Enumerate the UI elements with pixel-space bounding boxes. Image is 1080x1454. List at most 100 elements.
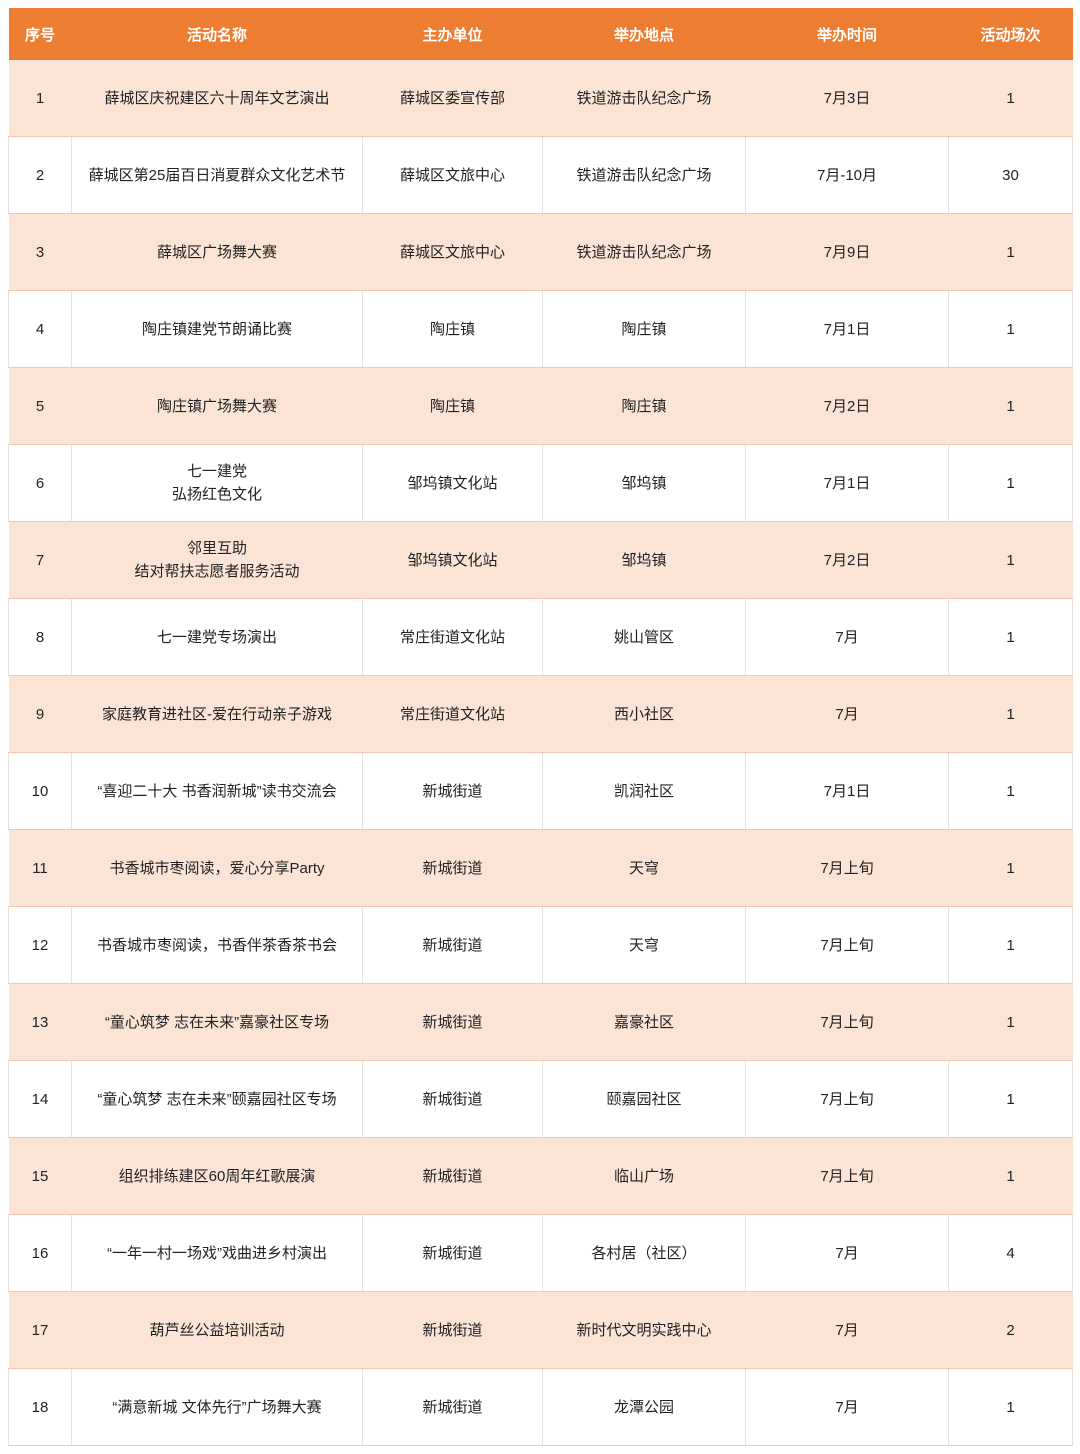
cell-activity-name: 七一建党 弘扬红色文化: [71, 444, 363, 522]
cell-sessions: 1: [948, 752, 1073, 830]
cell-time: 7月: [745, 598, 949, 676]
cell-organizer: 新城街道: [362, 829, 543, 907]
cell-activity-name: 邻里互助 结对帮扶志愿者服务活动: [71, 521, 363, 599]
table-row: 17 葫芦丝公益培训活动 新城街道 新时代文明实践中心 7月 2: [8, 1291, 1073, 1369]
cell-sessions: 2: [948, 1291, 1073, 1369]
cell-activity-name: 薛城区第25届百日消夏群众文化艺术节: [71, 136, 363, 214]
activities-table: 序号 活动名称 主办单位 举办地点 举办时间 活动场次 1 薛城区庆祝建区六十周年…: [8, 8, 1073, 1446]
cell-sessions: 1: [948, 213, 1073, 291]
cell-time: 7月: [745, 1291, 949, 1369]
cell-time: 7月上旬: [745, 906, 949, 984]
cell-index: 12: [8, 906, 72, 984]
cell-activity-name: 陶庄镇广场舞大赛: [71, 367, 363, 445]
cell-location: 铁道游击队纪念广场: [542, 213, 746, 291]
cell-organizer: 薛城区文旅中心: [362, 213, 543, 291]
cell-index: 2: [8, 136, 72, 214]
cell-time: 7月-10月: [745, 136, 949, 214]
cell-activity-name: “满意新城 文体先行”广场舞大赛: [71, 1368, 363, 1446]
cell-location: 颐嘉园社区: [542, 1060, 746, 1138]
cell-sessions: 1: [948, 675, 1073, 753]
cell-organizer: 薛城区文旅中心: [362, 136, 543, 214]
table-row: 10 “喜迎二十大 书香润新城”读书交流会 新城街道 凯润社区 7月1日 1: [8, 752, 1073, 830]
cell-sessions: 1: [948, 290, 1073, 368]
cell-time: 7月: [745, 1368, 949, 1446]
cell-sessions: 1: [948, 1137, 1073, 1215]
cell-activity-name: 陶庄镇建党节朗诵比赛: [71, 290, 363, 368]
cell-activity-name: 家庭教育进社区-爱在行动亲子游戏: [71, 675, 363, 753]
header-index: 序号: [8, 8, 72, 60]
table-row: 15 组织排练建区60周年红歌展演 新城街道 临山广场 7月上旬 1: [8, 1137, 1073, 1215]
cell-index: 5: [8, 367, 72, 445]
cell-activity-name: 书香城市枣阅读，书香伴茶香茶书会: [71, 906, 363, 984]
cell-location: 铁道游击队纪念广场: [542, 136, 746, 214]
table-row: 5 陶庄镇广场舞大赛 陶庄镇 陶庄镇 7月2日 1: [8, 367, 1073, 445]
cell-location: 各村居（社区）: [542, 1214, 746, 1292]
table-row: 18 “满意新城 文体先行”广场舞大赛 新城街道 龙潭公园 7月 1: [8, 1368, 1073, 1446]
cell-index: 6: [8, 444, 72, 522]
cell-sessions: 1: [948, 829, 1073, 907]
table-row: 4 陶庄镇建党节朗诵比赛 陶庄镇 陶庄镇 7月1日 1: [8, 290, 1073, 368]
cell-organizer: 常庄街道文化站: [362, 598, 543, 676]
cell-location: 姚山管区: [542, 598, 746, 676]
cell-location: 嘉豪社区: [542, 983, 746, 1061]
cell-activity-name: “童心筑梦 志在未来”颐嘉园社区专场: [71, 1060, 363, 1138]
cell-location: 邹坞镇: [542, 521, 746, 599]
cell-sessions: 1: [948, 367, 1073, 445]
cell-index: 14: [8, 1060, 72, 1138]
cell-location: 铁道游击队纪念广场: [542, 60, 746, 137]
cell-time: 7月1日: [745, 752, 949, 830]
cell-time: 7月2日: [745, 521, 949, 599]
cell-time: 7月上旬: [745, 1137, 949, 1215]
cell-index: 1: [8, 60, 72, 137]
cell-organizer: 陶庄镇: [362, 290, 543, 368]
table-row: 8 七一建党专场演出 常庄街道文化站 姚山管区 7月 1: [8, 598, 1073, 676]
cell-sessions: 1: [948, 1368, 1073, 1446]
cell-time: 7月: [745, 675, 949, 753]
cell-organizer: 新城街道: [362, 1137, 543, 1215]
table-row: 7 邻里互助 结对帮扶志愿者服务活动 邹坞镇文化站 邹坞镇 7月2日 1: [8, 521, 1073, 599]
cell-sessions: 1: [948, 598, 1073, 676]
cell-time: 7月3日: [745, 60, 949, 137]
cell-sessions: 1: [948, 521, 1073, 599]
cell-sessions: 1: [948, 1060, 1073, 1138]
cell-index: 9: [8, 675, 72, 753]
cell-sessions: 30: [948, 136, 1073, 214]
header-location: 举办地点: [542, 8, 746, 60]
cell-organizer: 新城街道: [362, 906, 543, 984]
header-sessions: 活动场次: [948, 8, 1073, 60]
cell-activity-name: “童心筑梦 志在未来”嘉豪社区专场: [71, 983, 363, 1061]
cell-index: 11: [8, 829, 72, 907]
cell-index: 3: [8, 213, 72, 291]
table-row: 11 书香城市枣阅读，爱心分享Party 新城街道 天穹 7月上旬 1: [8, 829, 1073, 907]
cell-activity-name: 书香城市枣阅读，爱心分享Party: [71, 829, 363, 907]
cell-location: 西小社区: [542, 675, 746, 753]
cell-index: 13: [8, 983, 72, 1061]
cell-activity-name: “喜迎二十大 书香润新城”读书交流会: [71, 752, 363, 830]
cell-index: 17: [8, 1291, 72, 1369]
cell-index: 10: [8, 752, 72, 830]
cell-sessions: 1: [948, 983, 1073, 1061]
cell-organizer: 邹坞镇文化站: [362, 521, 543, 599]
table-row: 1 薛城区庆祝建区六十周年文艺演出 薛城区委宣传部 铁道游击队纪念广场 7月3日 1: [8, 60, 1073, 137]
cell-activity-name: 七一建党专场演出: [71, 598, 363, 676]
cell-time: 7月上旬: [745, 829, 949, 907]
table-body: 1 薛城区庆祝建区六十周年文艺演出 薛城区委宣传部 铁道游击队纪念广场 7月3日 1 2 薛城…: [8, 60, 1073, 1446]
header-organizer: 主办单位: [362, 8, 543, 60]
cell-time: 7月2日: [745, 367, 949, 445]
cell-time: 7月1日: [745, 290, 949, 368]
cell-activity-name: 葫芦丝公益培训活动: [71, 1291, 363, 1369]
table-row: 16 “一年一村一场戏”戏曲进乡村演出 新城街道 各村居（社区） 7月 4: [8, 1214, 1073, 1292]
cell-time: 7月上旬: [745, 983, 949, 1061]
cell-organizer: 薛城区委宣传部: [362, 60, 543, 137]
table-row: 13 “童心筑梦 志在未来”嘉豪社区专场 新城街道 嘉豪社区 7月上旬 1: [8, 983, 1073, 1061]
cell-organizer: 新城街道: [362, 752, 543, 830]
table-row: 9 家庭教育进社区-爱在行动亲子游戏 常庄街道文化站 西小社区 7月 1: [8, 675, 1073, 753]
table-row: 3 薛城区广场舞大赛 薛城区文旅中心 铁道游击队纪念广场 7月9日 1: [8, 213, 1073, 291]
cell-index: 18: [8, 1368, 72, 1446]
cell-activity-name: 薛城区广场舞大赛: [71, 213, 363, 291]
cell-time: 7月1日: [745, 444, 949, 522]
cell-location: 凯润社区: [542, 752, 746, 830]
table-header-row: 序号 活动名称 主办单位 举办地点 举办时间 活动场次: [8, 8, 1073, 60]
cell-organizer: 新城街道: [362, 1060, 543, 1138]
cell-location: 邹坞镇: [542, 444, 746, 522]
